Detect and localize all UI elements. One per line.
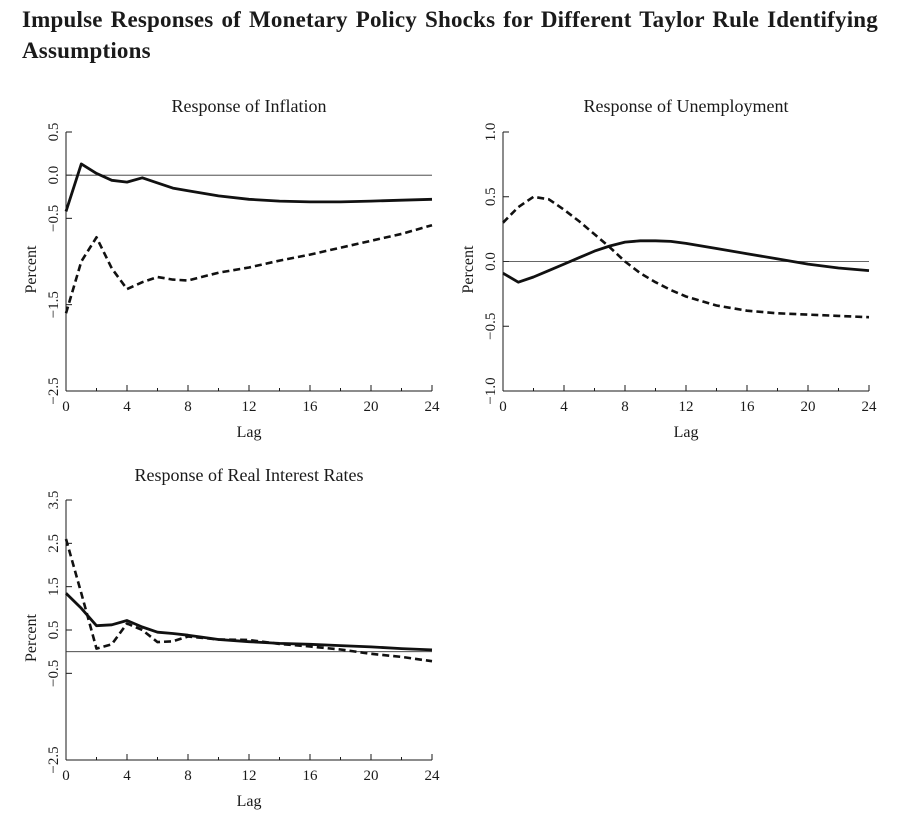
- y-tick-label: −1.5: [46, 291, 62, 318]
- y-axis-label: Percent: [23, 245, 40, 294]
- chart-inflation: Response of Inflation 0 4 8 12 16 20 24 −2.5 −1.5…: [23, 96, 440, 441]
- x-tick-label: 4: [123, 768, 131, 784]
- x-tick-label: 24: [425, 768, 441, 784]
- x-axis-label: Lag: [674, 424, 699, 441]
- x-tick-label: 8: [184, 768, 192, 784]
- chart-title: Response of Real Interest Rates: [135, 465, 364, 485]
- x-tick-label: 24: [425, 399, 441, 415]
- x-tick-label: 12: [679, 399, 694, 415]
- y-tick-label: 0.5: [483, 187, 499, 206]
- y-tick-label: 0.5: [46, 123, 62, 142]
- x-tick-label: 0: [62, 768, 70, 784]
- x-tick-label: 8: [184, 399, 192, 415]
- chart-unemployment: Response of Unemployment 0 4 8 12 16 20 24 −1.0 −…: [460, 96, 877, 441]
- x-axis-label: Lag: [237, 793, 262, 810]
- x-tick-label: 12: [242, 768, 257, 784]
- series-line-solid: [65, 592, 433, 652]
- x-tick-label: 16: [303, 399, 319, 415]
- series-line-dashed: [64, 538, 433, 663]
- x-tick-label: 24: [862, 399, 878, 415]
- x-tick-label: 8: [621, 399, 629, 415]
- x-tick-label: 0: [499, 399, 507, 415]
- y-tick-label: 0.0: [483, 252, 499, 271]
- x-tick-label: 0: [62, 399, 70, 415]
- y-tick-label: −0.5: [46, 205, 62, 232]
- series-line-dashed: [502, 195, 870, 319]
- figure-title: Impulse Responses of Monetary Policy Sho…: [22, 7, 878, 63]
- y-tick-label: 0.5: [46, 621, 62, 640]
- y-tick-label: −2.5: [46, 377, 62, 404]
- y-tick-label: 1.0: [483, 123, 499, 142]
- chart-title: Response of Unemployment: [584, 96, 789, 116]
- x-tick-label: 12: [242, 399, 257, 415]
- x-tick-label: 20: [801, 399, 816, 415]
- y-tick-label: −2.5: [46, 746, 62, 773]
- series-line-solid: [502, 239, 870, 284]
- series-line-dashed: [64, 223, 433, 314]
- x-tick-label: 4: [123, 399, 131, 415]
- chart-real-interest-rates: Response of Real Interest Rates 0 4 8 12 16 20…: [23, 465, 440, 810]
- x-axis-label: Lag: [237, 424, 262, 441]
- x-tick-label: 20: [364, 768, 379, 784]
- y-tick-label: −1.0: [483, 377, 499, 404]
- y-tick-label: 3.5: [46, 491, 62, 510]
- x-tick-label: 4: [560, 399, 568, 415]
- x-tick-label: 16: [303, 768, 319, 784]
- x-tick-label: 16: [740, 399, 756, 415]
- y-tick-label: 0.0: [46, 166, 62, 185]
- y-axis-label: Percent: [23, 613, 40, 662]
- y-tick-label: −0.5: [483, 313, 499, 340]
- y-axis-label: Percent: [460, 245, 477, 294]
- y-tick-label: 1.5: [46, 577, 62, 596]
- series-line-solid: [64, 162, 433, 212]
- chart-title: Response of Inflation: [172, 96, 327, 116]
- y-tick-label: −0.5: [46, 660, 62, 687]
- x-tick-label: 20: [364, 399, 379, 415]
- y-tick-label: 2.5: [46, 534, 62, 553]
